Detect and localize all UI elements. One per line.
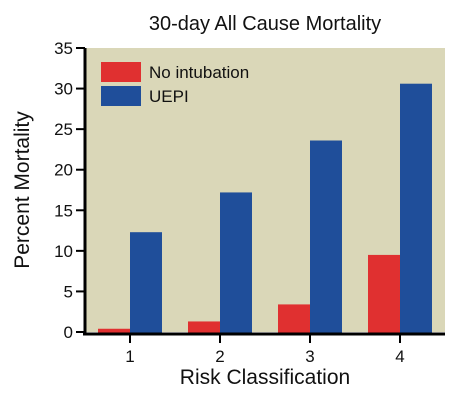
y-ticks-layer: 0 5 10 15 20 25 30 35 [54,39,85,342]
y-tick-label: 25 [54,120,73,139]
bars-layer [98,83,432,335]
legend-swatch-no-intubation [101,62,141,82]
legend-swatch-uepi [101,86,141,106]
y-tick-label: 10 [54,242,73,261]
legend: No intubation UEPI [101,62,249,106]
bar-no-intubation-3 [278,304,310,334]
legend-label-uepi: UEPI [149,87,189,106]
x-tick-label: 1 [125,347,134,366]
x-tick-label: 4 [395,347,404,366]
bar-no-intubation-4 [368,254,400,334]
y-tick-label: 35 [54,39,73,58]
y-tick-label: 20 [54,161,73,180]
x-tick-label: 3 [305,347,314,366]
x-tick-label: 2 [215,347,224,366]
bar-no-intubation-1 [98,328,130,334]
bar-no-intubation-2 [188,321,220,334]
y-axis-label: Percent Mortality [11,111,34,269]
y-tick-label: 0 [64,323,73,342]
y-tick-label: 15 [54,201,73,220]
bar-uepi-2 [220,192,252,334]
bar-uepi-3 [310,140,342,334]
bar-uepi-4 [400,83,432,335]
chart-title: 30-day All Cause Mortality [149,13,381,35]
x-axis-label: Risk Classification [180,366,350,389]
legend-label-no-intubation: No intubation [149,63,249,82]
y-tick-label: 30 [54,80,73,99]
bar-uepi-1 [130,232,162,334]
x-ticks-layer: 1 2 3 4 [125,334,405,366]
y-tick-label: 5 [64,282,73,301]
